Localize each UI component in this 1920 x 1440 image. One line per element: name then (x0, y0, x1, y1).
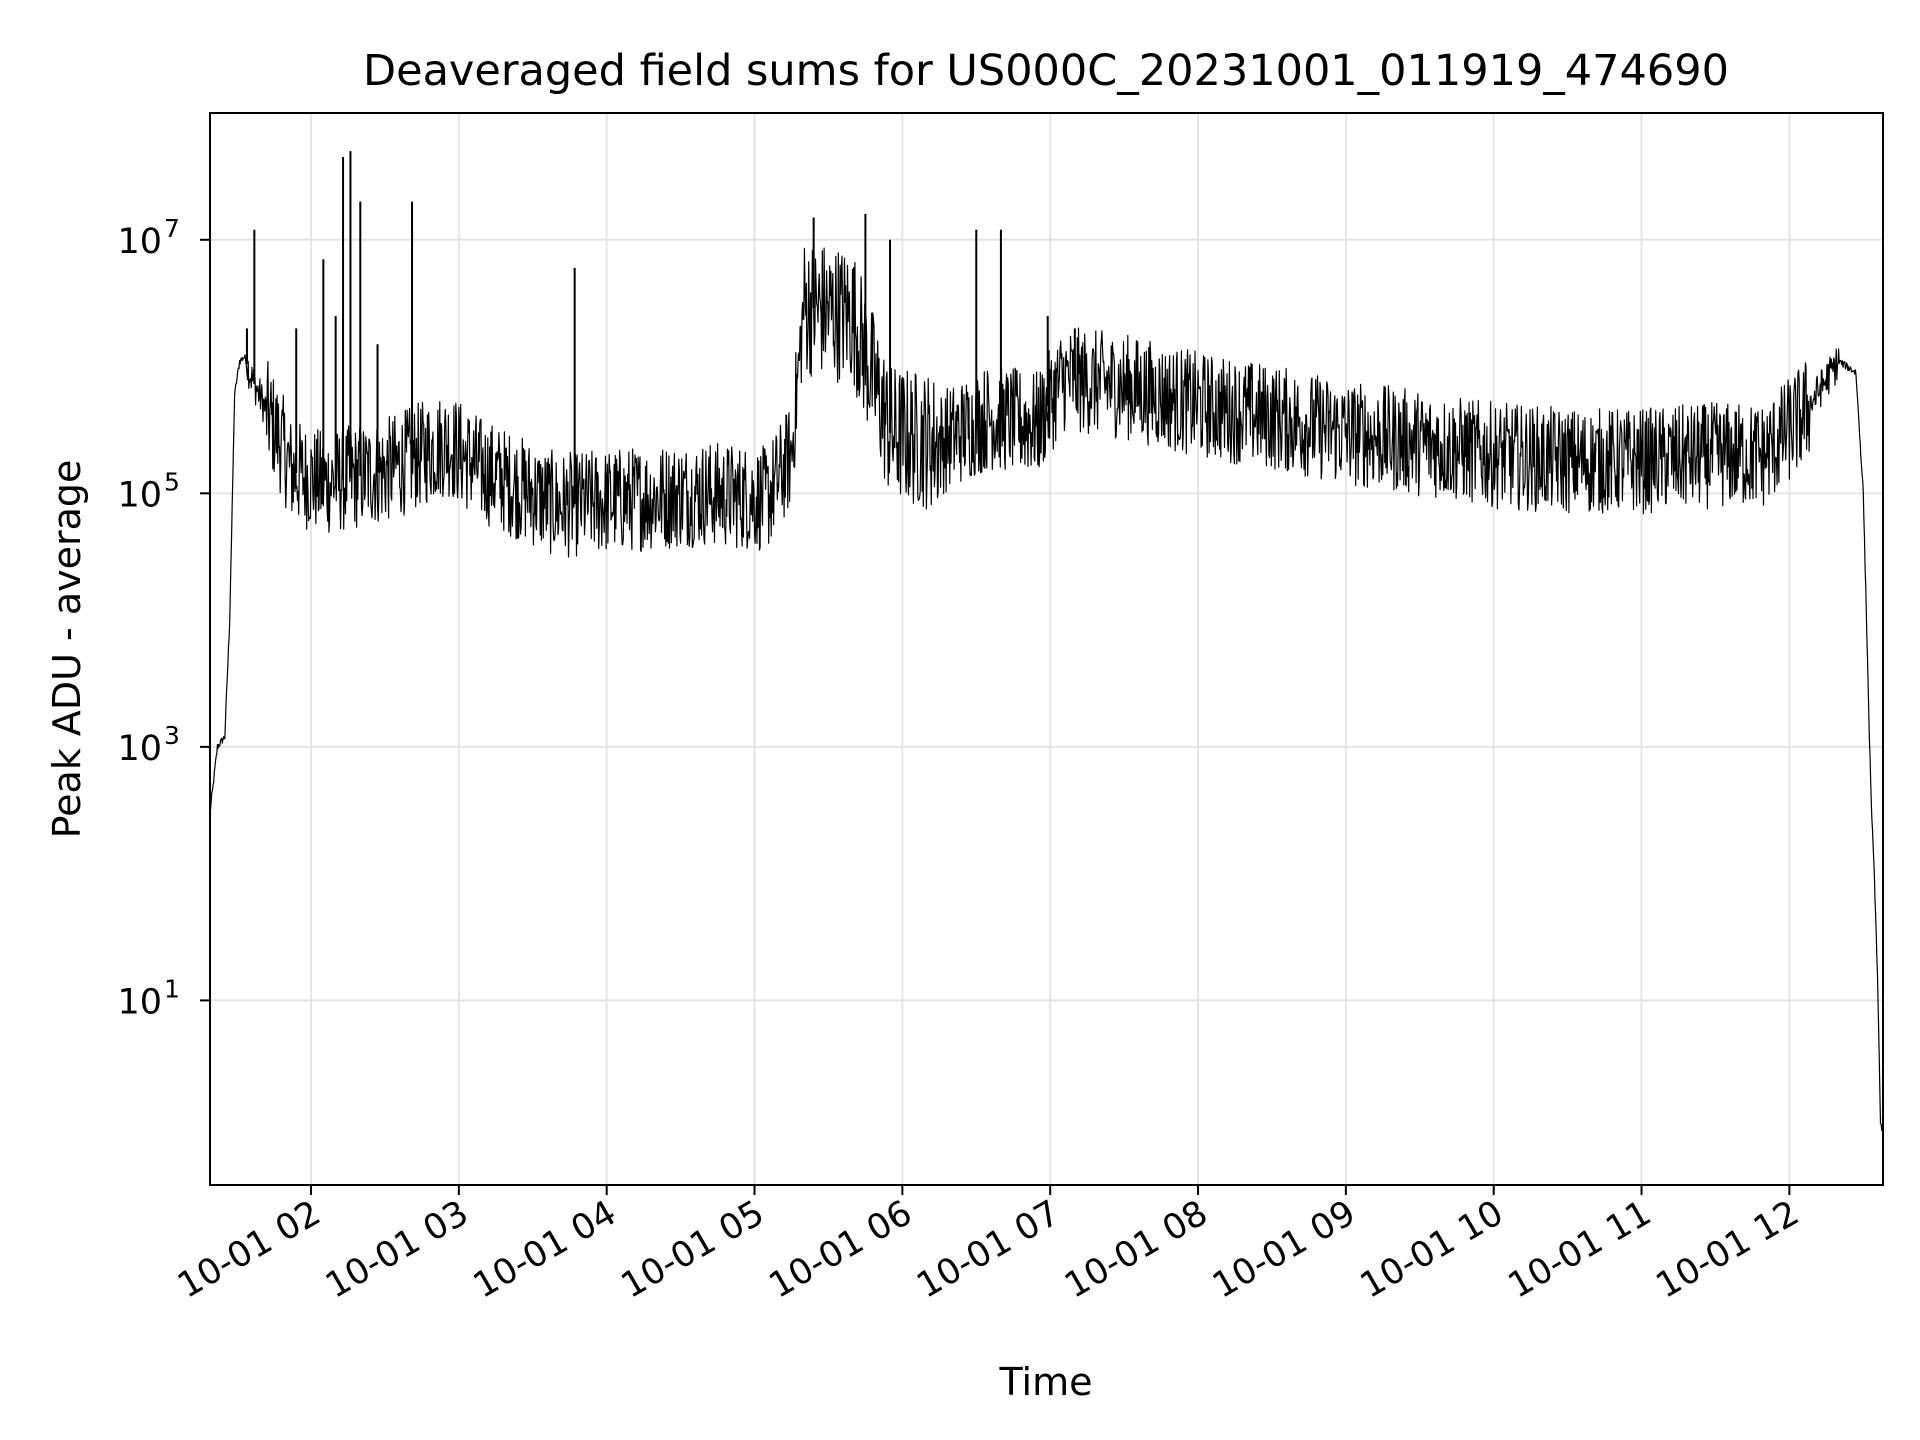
y-tick-label: 10 (117, 982, 162, 1022)
y-tick-exponent: 7 (164, 214, 180, 243)
grid (210, 113, 1883, 1185)
y-tick-label: 10 (117, 222, 162, 262)
series-layer (209, 151, 1884, 1132)
y-tick-exponent: 5 (164, 467, 180, 496)
y-tick-label: 10 (117, 729, 162, 769)
y-tick-exponent: 1 (164, 974, 180, 1003)
plot-frame (209, 112, 1884, 1186)
y-axis-label: Peak ADU - average (45, 460, 89, 839)
y-tick-label: 10 (117, 475, 162, 515)
series-line (209, 247, 1884, 1132)
chart-title: Deaveraged field sums for US000C_2023100… (363, 46, 1729, 96)
y-tick-exponent: 3 (164, 721, 180, 750)
x-axis-label: Time (999, 1360, 1093, 1404)
